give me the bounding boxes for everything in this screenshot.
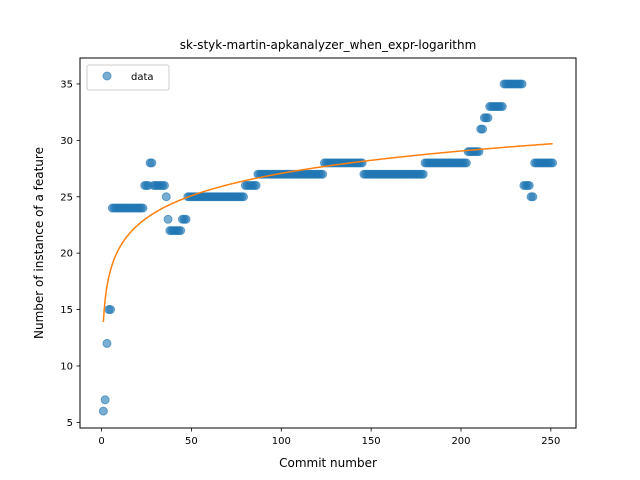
data-point (106, 305, 116, 315)
data-point (251, 180, 261, 190)
x-tick-label: 50 (185, 436, 198, 447)
x-tick-label: 100 (272, 436, 291, 447)
data-point (138, 203, 148, 213)
data-point (239, 192, 249, 202)
y-tick-label: 20 (60, 249, 73, 260)
data-point (528, 192, 538, 202)
legend-label-data: data (131, 72, 154, 83)
data-points (98, 79, 558, 416)
x-axis: 0 50 100 150 200 250 (98, 428, 560, 447)
y-axis: 5 10 15 20 25 30 35 (60, 79, 80, 429)
data-point (163, 214, 173, 224)
y-tick-label: 30 (60, 136, 73, 147)
x-tick-label: 250 (541, 436, 560, 447)
data-point (357, 158, 367, 168)
data-point (517, 79, 527, 89)
data-point (100, 395, 110, 405)
data-point (478, 124, 488, 134)
legend-box (86, 64, 170, 91)
data-point (418, 169, 428, 179)
data-point (176, 226, 186, 236)
data-point (524, 180, 534, 190)
y-axis-label: Number of instance of a feature (32, 147, 46, 339)
data-point (461, 158, 471, 168)
data-point (159, 180, 169, 190)
chart-title: sk-styk-martin-apkanalyzer_when_expr-log… (180, 38, 477, 52)
legend-marker-data (102, 71, 112, 81)
y-tick-label: 5 (67, 418, 73, 429)
x-tick-label: 0 (98, 436, 104, 447)
fit-curve (102, 142, 553, 323)
data-point (318, 169, 328, 179)
y-tick-label: 25 (60, 192, 73, 203)
legend: data (86, 64, 170, 91)
data-point (147, 158, 157, 168)
x-tick-label: 150 (362, 436, 381, 447)
x-axis-label: Commit number (279, 456, 377, 470)
data-point (181, 214, 191, 224)
x-tick-label: 200 (451, 436, 470, 447)
y-tick-label: 15 (60, 305, 73, 316)
data-point (161, 192, 171, 202)
y-tick-label: 10 (60, 361, 73, 372)
y-tick-label: 35 (60, 79, 73, 90)
plot-frame (79, 57, 577, 429)
data-point (102, 338, 112, 348)
fit-curve-layer (102, 142, 553, 323)
data-point (548, 158, 558, 168)
data-point (483, 113, 493, 123)
data-point (497, 102, 507, 112)
data-point (98, 406, 108, 416)
